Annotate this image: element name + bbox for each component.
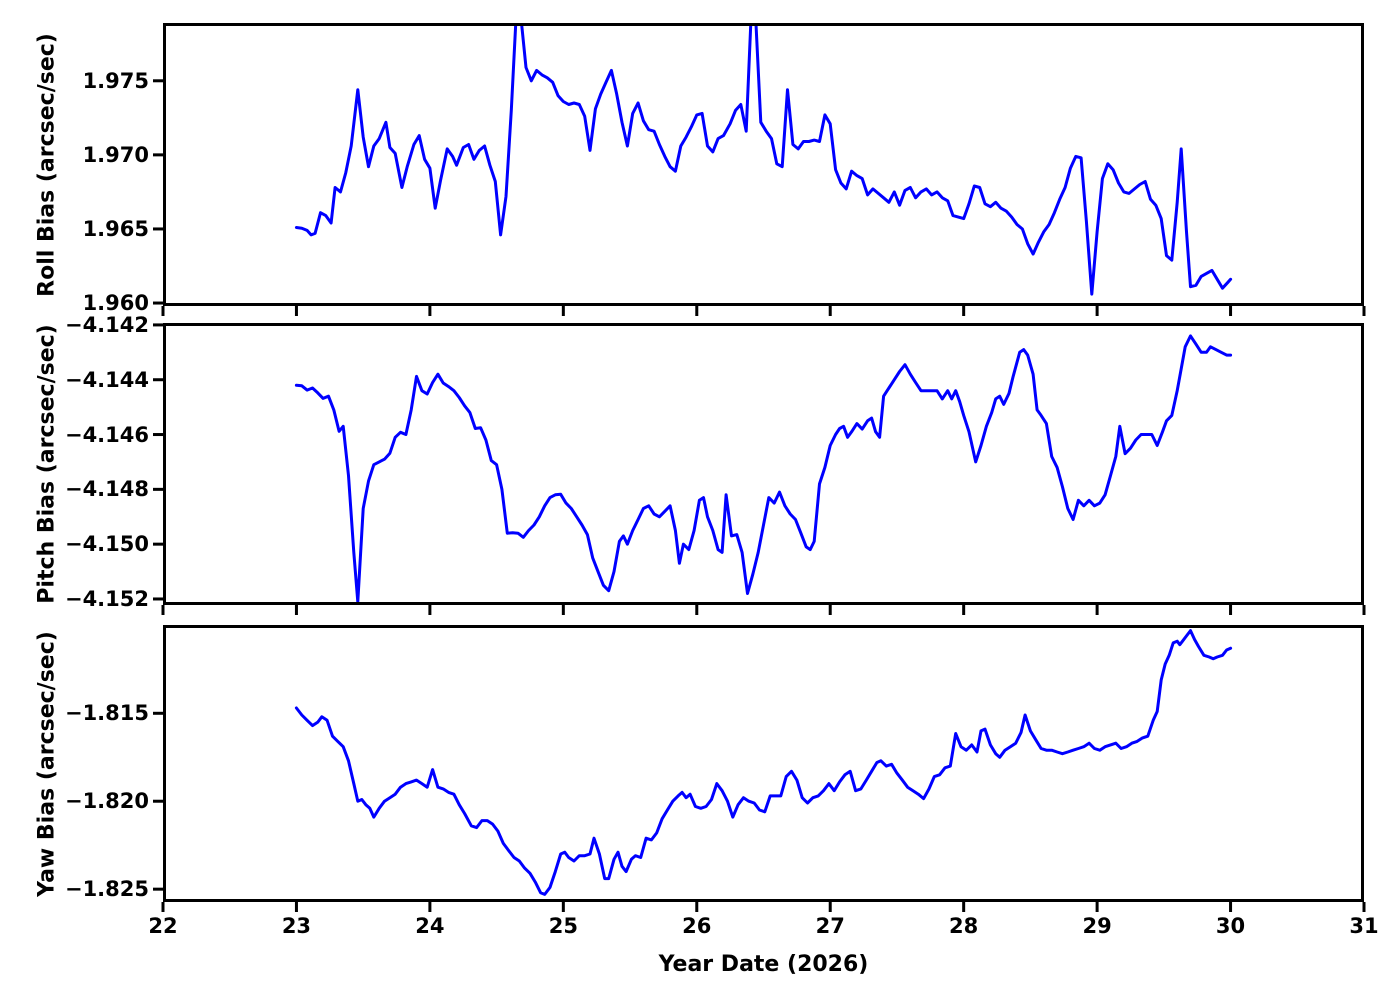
- x-tick-label: 26: [682, 914, 712, 938]
- roll-bias-panel: [153, 23, 1366, 316]
- yaw-axis-title: Yaw Bias (arcsec/sec): [34, 630, 60, 897]
- y-tick-label: 1.965: [82, 216, 149, 241]
- y-tick-label: −4.142: [64, 312, 149, 337]
- x-tick-label: 28: [949, 914, 979, 938]
- x-tick-label: 29: [1082, 914, 1112, 938]
- roll-bias-line: [294, 23, 1233, 296]
- y-tick-label: −1.820: [64, 789, 149, 814]
- x-tick-label: 27: [815, 914, 845, 938]
- y-tick-label: −4.150: [64, 532, 149, 557]
- y-tick-label: −4.144: [64, 367, 149, 392]
- x-axis-title: Year Date (2026): [658, 952, 869, 977]
- y-tick-label: 1.970: [82, 142, 149, 167]
- y-tick-label: 1.960: [82, 291, 149, 316]
- x-tick-label: 24: [415, 914, 445, 938]
- yaw-bias-line: [294, 629, 1233, 896]
- y-tick-label: −4.148: [64, 477, 149, 502]
- x-tick-label: 30: [1215, 914, 1246, 938]
- pitch-axis-title: Pitch Bias (arcsec/sec): [34, 324, 60, 604]
- x-tick-label: 22: [148, 914, 178, 938]
- y-tick-label: −4.146: [64, 422, 149, 447]
- axes-spines: [163, 625, 1364, 902]
- y-tick-label: 1.975: [82, 68, 149, 93]
- x-tick-label: 31: [1349, 914, 1379, 938]
- axes-spines: [163, 323, 1364, 605]
- y-tick-label: −1.825: [64, 877, 149, 902]
- x-tick-label: 25: [548, 914, 578, 938]
- yaw-bias-panel: [153, 625, 1366, 912]
- y-tick-label: −1.815: [64, 701, 149, 726]
- pitch-bias-panel: [153, 323, 1366, 615]
- x-tick-label: 23: [281, 914, 312, 938]
- pitch-bias-line: [294, 334, 1233, 604]
- y-tick-label: −4.152: [64, 586, 149, 611]
- axes-spines: [163, 23, 1364, 306]
